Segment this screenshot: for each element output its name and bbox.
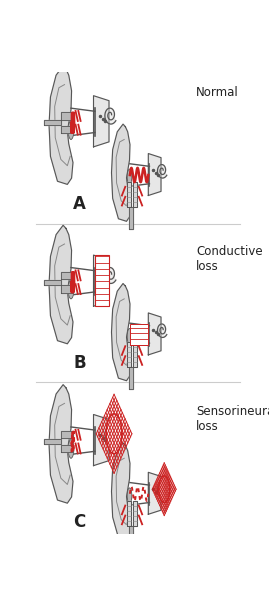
Polygon shape [148, 313, 161, 355]
Ellipse shape [68, 440, 74, 458]
Polygon shape [157, 324, 167, 337]
Polygon shape [129, 208, 133, 229]
Polygon shape [148, 154, 161, 196]
Ellipse shape [127, 488, 132, 503]
Polygon shape [112, 443, 131, 540]
Polygon shape [133, 342, 137, 367]
Polygon shape [94, 96, 109, 147]
Polygon shape [44, 439, 61, 444]
Text: Normal: Normal [196, 86, 239, 99]
Polygon shape [61, 445, 73, 452]
Polygon shape [44, 280, 61, 285]
Polygon shape [105, 268, 116, 283]
Polygon shape [127, 501, 132, 526]
Ellipse shape [68, 280, 74, 299]
Bar [130, 324, 148, 344]
Polygon shape [61, 112, 73, 120]
Polygon shape [129, 367, 133, 389]
Polygon shape [105, 108, 116, 124]
Text: A: A [73, 194, 86, 212]
Polygon shape [94, 415, 109, 466]
Bar [95, 255, 109, 306]
Polygon shape [112, 284, 131, 380]
Polygon shape [159, 476, 170, 502]
Polygon shape [61, 126, 73, 133]
Text: C: C [73, 514, 86, 532]
Polygon shape [157, 164, 167, 178]
Polygon shape [157, 484, 167, 497]
Polygon shape [49, 66, 73, 184]
Polygon shape [105, 427, 116, 443]
Polygon shape [49, 385, 73, 503]
Ellipse shape [127, 169, 132, 184]
Polygon shape [127, 342, 132, 367]
Polygon shape [61, 272, 73, 279]
Polygon shape [49, 225, 73, 344]
Polygon shape [133, 501, 137, 526]
Ellipse shape [127, 329, 132, 344]
Polygon shape [106, 414, 122, 454]
Polygon shape [61, 431, 73, 439]
Ellipse shape [68, 121, 74, 139]
Text: Sensorineural
loss: Sensorineural loss [196, 404, 269, 433]
Polygon shape [148, 472, 161, 514]
Polygon shape [127, 182, 132, 208]
Polygon shape [129, 526, 133, 548]
Polygon shape [61, 286, 73, 293]
Polygon shape [94, 255, 109, 306]
Polygon shape [133, 182, 137, 208]
Text: B: B [73, 354, 86, 372]
Text: Conductive
loss: Conductive loss [196, 245, 263, 273]
Polygon shape [44, 121, 61, 125]
Polygon shape [112, 124, 131, 221]
